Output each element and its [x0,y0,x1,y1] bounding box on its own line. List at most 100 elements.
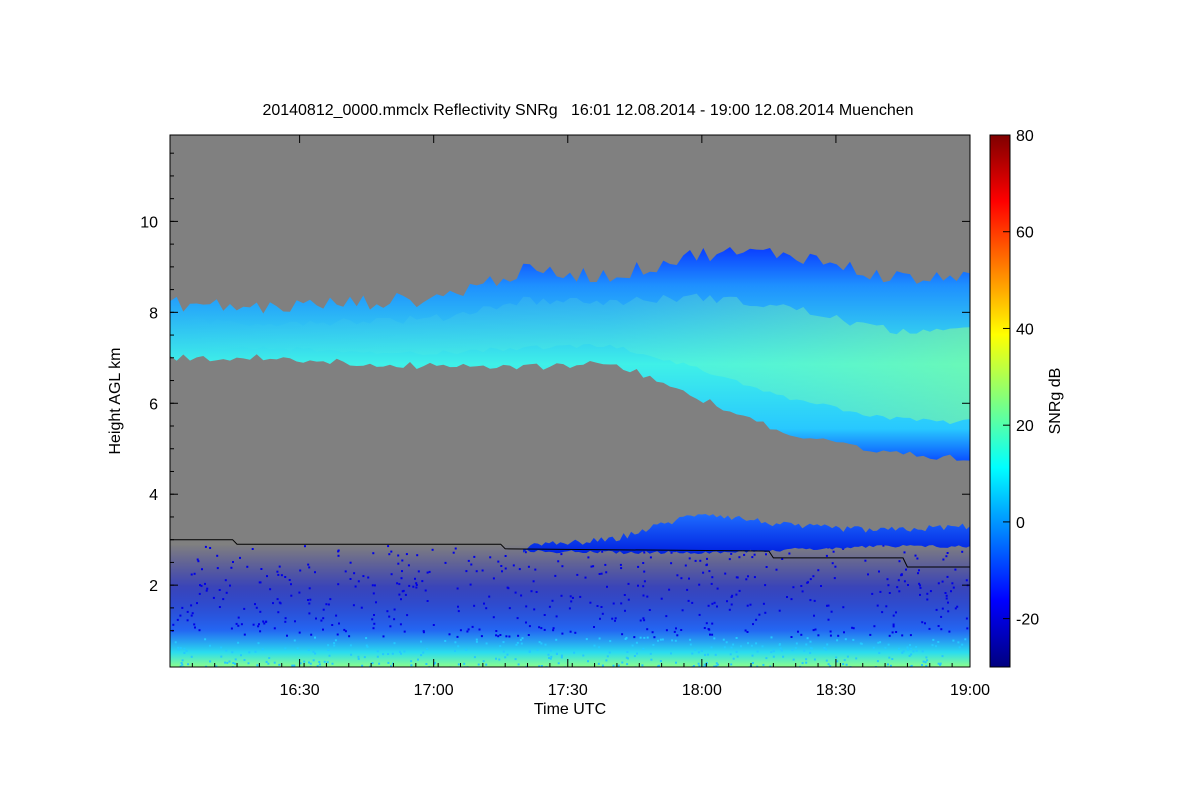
clutter-speckle [901,651,904,654]
clutter-speckle [243,607,246,610]
clutter-speckle [422,651,425,654]
clutter-speckle [731,594,734,597]
clutter-speckle [200,584,203,587]
clutter-speckle [216,567,219,570]
clutter-speckle [884,646,887,649]
clutter-speckle [620,567,623,570]
clutter-speckle [924,661,927,664]
clutter-speckle [187,663,190,666]
clutter-speckle [309,598,312,601]
boundary-line [170,539,970,568]
clutter-speckle [393,642,396,645]
clutter-speckle [357,580,360,583]
clutter-speckle [643,551,646,554]
clutter-speckle [473,656,476,659]
clutter-speckle [228,660,231,663]
clutter-speckle [294,620,296,623]
clutter-speckle [190,614,193,617]
clutter-speckle [206,587,209,590]
clutter-speckle [519,638,522,641]
clutter-speckle [312,650,315,653]
clutter-speckle [924,622,926,625]
clutter-speckle [569,630,572,633]
clutter-speckle [530,590,533,593]
clutter-speckle [954,607,957,610]
clutter-speckle [457,663,460,666]
clutter-speckle [326,661,329,664]
clutter-speckle [582,654,585,657]
clutter-speckle [465,648,468,651]
clutter-speckle [237,624,240,627]
clutter-speckle [284,620,287,623]
clutter-speckle [485,607,488,610]
clutter-speckle [750,644,753,647]
clutter-speckle [803,649,806,652]
clutter-speckle [404,593,407,596]
clutter-speckle [702,665,705,667]
clutter-speckle [700,649,703,652]
clutter-speckle [814,628,817,631]
clutter-speckle [239,556,241,559]
clutter-speckle [525,665,528,667]
chart-title: 20140812_0000.mmclx Reflectivity SNRg 16… [262,102,913,119]
clutter-speckle [786,596,788,598]
clutter-speckle [600,572,603,575]
clutter-speckle [190,573,193,576]
clutter-speckle [489,556,492,559]
clutter-speckle [944,592,947,594]
clutter-speckle [525,605,528,608]
clutter-speckle [633,655,636,657]
clutter-speckle [871,592,874,595]
clutter-speckle [193,572,196,575]
clutter-speckle [625,656,628,659]
clutter-speckle [336,633,339,636]
clutter-speckle [694,559,697,562]
clutter-speckle [851,626,854,629]
clutter-speckle [400,652,402,655]
clutter-speckle [352,604,355,607]
clutter-speckle [626,651,629,653]
clutter-speckle [448,633,451,636]
clutter-speckle [232,662,235,664]
clutter-speckle [506,653,509,656]
clutter-speckle [258,581,261,584]
clutter-speckle [505,635,508,638]
clutter-speckle [649,556,652,559]
clutter-speckle [703,627,706,629]
clutter-speckle [303,660,306,663]
clutter-speckle [813,614,815,617]
clutter-speckle [222,598,225,601]
clutter-speckle [945,555,948,558]
clutter-speckle [215,665,218,667]
clutter-speckle [540,642,543,645]
clutter-speckle [676,574,679,577]
clutter-speckle [694,648,697,651]
colorbar-tick-label: 80 [1016,128,1034,145]
clutter-speckle [730,646,733,649]
clutter-speckle [646,628,649,631]
clutter-speckle [571,596,574,599]
clutter-speckle [417,658,419,661]
clutter-speckle [174,641,177,644]
axis-ticks [169,135,971,667]
clutter-speckle [749,603,752,606]
clutter-speckle [337,554,340,557]
clutter-speckle [825,554,828,557]
clutter-speckle [781,558,784,560]
clutter-speckle [716,605,718,608]
clutter-speckle [765,657,768,660]
clutter-speckle [898,647,900,650]
clutter-speckle [738,556,741,559]
clutter-speckle [891,658,894,660]
clutter-speckle [543,628,546,631]
clutter-speckle [698,613,701,616]
clutter-speckle [403,650,406,653]
clutter-speckle [877,641,880,644]
clutter-speckle [459,629,462,632]
clutter-speckle [388,553,391,556]
clutter-speckle [388,615,391,618]
clutter-speckle [400,598,402,601]
clutter-speckle [216,554,219,557]
clutter-speckle [322,628,324,631]
clutter-speckle [397,562,400,565]
